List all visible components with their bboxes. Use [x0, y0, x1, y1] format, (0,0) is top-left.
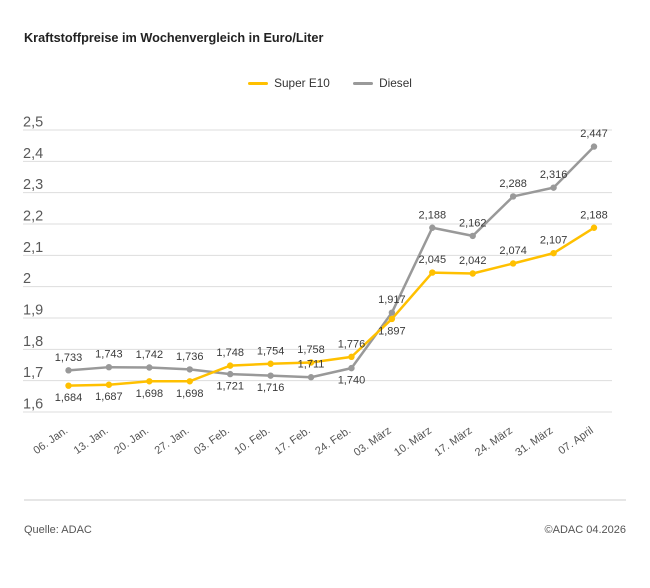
svg-text:1,7: 1,7	[23, 365, 43, 381]
svg-text:2,188: 2,188	[419, 209, 447, 221]
svg-text:24. März: 24. März	[473, 425, 515, 459]
svg-text:1,742: 1,742	[136, 349, 164, 361]
svg-text:1,698: 1,698	[176, 388, 204, 400]
svg-text:17. Feb.: 17. Feb.	[273, 425, 313, 458]
svg-text:03. Feb.: 03. Feb.	[192, 425, 232, 458]
svg-text:1,9: 1,9	[23, 303, 43, 319]
svg-text:1,776: 1,776	[338, 338, 366, 350]
svg-text:06. Jan.: 06. Jan.	[31, 425, 70, 457]
svg-text:2,2: 2,2	[23, 209, 43, 225]
svg-text:2,447: 2,447	[580, 128, 608, 140]
svg-text:1,716: 1,716	[257, 382, 285, 394]
svg-text:07. April: 07. April	[556, 425, 595, 458]
svg-text:2,074: 2,074	[499, 245, 527, 257]
svg-text:2,5: 2,5	[23, 115, 43, 131]
svg-text:1,721: 1,721	[216, 381, 244, 393]
svg-text:1,754: 1,754	[257, 345, 285, 357]
svg-text:1,6: 1,6	[23, 397, 43, 413]
svg-text:2,042: 2,042	[459, 255, 487, 267]
svg-text:1,711: 1,711	[298, 359, 325, 371]
svg-text:1,917: 1,917	[378, 294, 406, 306]
svg-text:1,736: 1,736	[176, 351, 204, 363]
svg-text:1,740: 1,740	[338, 375, 366, 387]
svg-text:27. Jan.: 27. Jan.	[153, 425, 192, 457]
svg-text:1,897: 1,897	[378, 325, 406, 337]
svg-text:1,687: 1,687	[95, 391, 123, 403]
svg-text:1,743: 1,743	[95, 349, 123, 361]
svg-text:2,107: 2,107	[540, 235, 568, 247]
svg-text:17. März: 17. März	[433, 425, 475, 459]
svg-text:1,748: 1,748	[216, 347, 244, 359]
svg-text:10. Feb.: 10. Feb.	[232, 425, 272, 458]
svg-text:1,684: 1,684	[55, 392, 83, 404]
svg-text:1,758: 1,758	[297, 344, 325, 356]
svg-text:2,1: 2,1	[23, 240, 43, 256]
svg-text:1,733: 1,733	[55, 352, 83, 364]
svg-text:2: 2	[23, 271, 31, 287]
svg-text:2,188: 2,188	[580, 209, 608, 221]
svg-text:20. Jan.: 20. Jan.	[112, 425, 151, 457]
svg-text:2,4: 2,4	[23, 146, 43, 162]
svg-text:1,8: 1,8	[23, 334, 43, 350]
svg-text:1,698: 1,698	[136, 388, 164, 400]
svg-text:24. Feb.: 24. Feb.	[313, 425, 353, 458]
svg-text:2,316: 2,316	[540, 169, 568, 181]
svg-text:03. März: 03. März	[352, 425, 394, 459]
svg-text:2,288: 2,288	[499, 178, 527, 190]
svg-text:13. Jan.: 13. Jan.	[72, 425, 111, 457]
svg-text:2,3: 2,3	[23, 177, 43, 193]
svg-text:2,162: 2,162	[459, 217, 487, 229]
svg-text:31. März: 31. März	[513, 425, 555, 459]
svg-text:10. März: 10. März	[392, 425, 434, 459]
svg-text:2,045: 2,045	[419, 254, 447, 266]
